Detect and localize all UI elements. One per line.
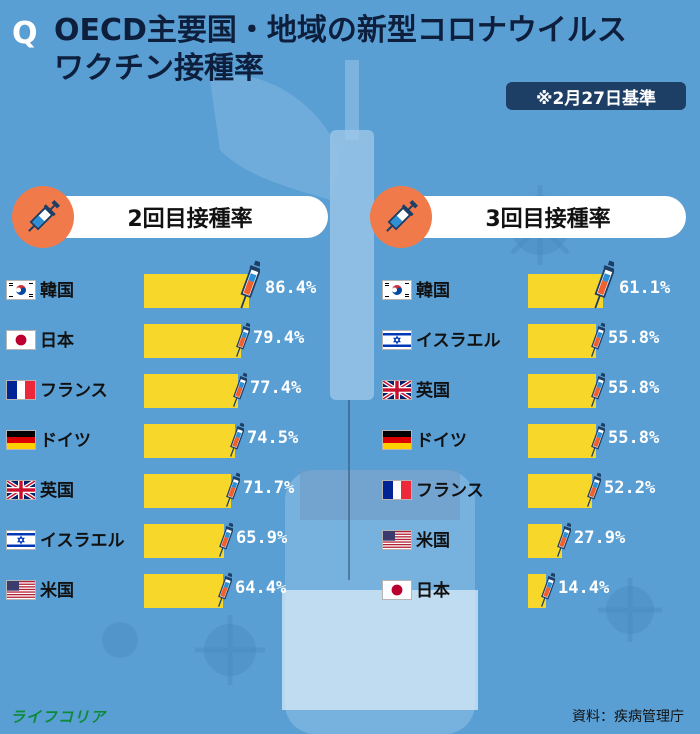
value-label: 71.7% bbox=[243, 478, 295, 498]
flag-jp-icon bbox=[6, 330, 36, 350]
syringe-icon bbox=[386, 200, 418, 232]
category-label: 日本 bbox=[416, 581, 450, 601]
chart-row: 韓国 61.1% bbox=[382, 260, 694, 309]
bar bbox=[528, 424, 596, 458]
value-label: 61.1% bbox=[619, 278, 671, 298]
category-label: ドイツ bbox=[40, 431, 91, 451]
flag-kr-icon bbox=[382, 280, 412, 300]
bar bbox=[528, 474, 592, 508]
value-label: 52.2% bbox=[604, 478, 656, 498]
chart-row: フランス 52.2% bbox=[382, 472, 694, 508]
category-label: ドイツ bbox=[416, 431, 467, 451]
value-label: 55.8% bbox=[608, 328, 660, 348]
chart-row: 日本 14.4% bbox=[382, 572, 694, 608]
flag-jp-icon bbox=[382, 580, 412, 600]
value-label: 86.4% bbox=[265, 278, 317, 298]
syringe-badge bbox=[12, 186, 74, 248]
bar bbox=[528, 274, 603, 308]
bar bbox=[144, 274, 249, 308]
syringe-icon bbox=[218, 522, 235, 563]
brand-logo-text: ライフコリア bbox=[10, 708, 107, 726]
value-label: 77.4% bbox=[250, 378, 302, 398]
flag-us-icon bbox=[382, 530, 412, 550]
syringe-icon bbox=[239, 260, 262, 315]
category-label: 米国 bbox=[40, 581, 74, 601]
flag-fr-icon bbox=[6, 380, 36, 400]
syringe-icon bbox=[590, 422, 607, 463]
flag-de-icon bbox=[382, 430, 412, 450]
syringe-badge bbox=[370, 186, 432, 248]
syringe-icon bbox=[225, 472, 242, 513]
syringe-icon bbox=[590, 372, 607, 413]
value-label: 55.8% bbox=[608, 428, 660, 448]
category-label: 米国 bbox=[416, 531, 450, 551]
value-label: 74.5% bbox=[247, 428, 299, 448]
flag-de-icon bbox=[6, 430, 36, 450]
date-badge: ※2月27日基準 bbox=[506, 82, 686, 110]
category-label: 英国 bbox=[40, 481, 74, 501]
syringe-icon bbox=[556, 522, 573, 563]
syringe-icon bbox=[586, 472, 603, 513]
flag-gb-icon bbox=[6, 480, 36, 500]
bar bbox=[144, 374, 238, 408]
category-label: 韓国 bbox=[40, 281, 74, 301]
flag-il-icon bbox=[6, 530, 36, 550]
page-title: OECD主要国・地域の新型コロナウイルスワクチン接種率 bbox=[54, 13, 627, 86]
category-label: 日本 bbox=[40, 331, 74, 351]
syringe-icon bbox=[28, 200, 60, 232]
chart-row: 英国 55.8% bbox=[382, 372, 694, 408]
syringe-icon bbox=[235, 322, 252, 363]
category-label: 英国 bbox=[416, 381, 450, 401]
value-label: 14.4% bbox=[558, 578, 610, 598]
category-label: イスラエル bbox=[416, 331, 501, 351]
panel-title-second-dose: 2回目接種率 bbox=[30, 196, 328, 238]
chart-row: ドイツ 55.8% bbox=[382, 422, 694, 458]
flag-gb-icon bbox=[382, 380, 412, 400]
bar bbox=[528, 574, 546, 608]
chart-row: 米国 64.4% bbox=[6, 572, 346, 608]
flag-kr-icon bbox=[6, 280, 36, 300]
flag-fr-icon bbox=[382, 480, 412, 500]
bar bbox=[144, 524, 224, 558]
question-mark-label: Q bbox=[12, 16, 38, 51]
panel-title-third-dose: 3回目接種率 bbox=[388, 196, 686, 238]
chart-row: イスラエル 65.9% bbox=[6, 522, 346, 558]
value-label: 79.4% bbox=[253, 328, 305, 348]
category-label: フランス bbox=[416, 481, 484, 501]
value-label: 64.4% bbox=[235, 578, 287, 598]
value-label: 65.9% bbox=[236, 528, 288, 548]
flag-us-icon bbox=[6, 580, 36, 600]
bar bbox=[144, 324, 241, 358]
chart-row: フランス 77.4% bbox=[6, 372, 346, 408]
syringe-icon bbox=[590, 322, 607, 363]
bar bbox=[144, 474, 231, 508]
syringe-icon bbox=[232, 372, 249, 413]
syringe-icon bbox=[229, 422, 246, 463]
category-label: 韓国 bbox=[416, 281, 450, 301]
syringe-icon bbox=[217, 572, 234, 613]
chart-row: ドイツ 74.5% bbox=[6, 422, 346, 458]
bar bbox=[144, 574, 223, 608]
chart-row: イスラエル 55.8% bbox=[382, 322, 694, 358]
bar bbox=[528, 524, 562, 558]
category-label: イスラエル bbox=[40, 531, 125, 551]
chart-row: 米国 27.9% bbox=[382, 522, 694, 558]
chart-row: 英国 71.7% bbox=[6, 472, 346, 508]
chart-row: 韓国 86.4% bbox=[6, 260, 346, 309]
chart-row: 日本 79.4% bbox=[6, 322, 346, 358]
bar bbox=[528, 374, 596, 408]
syringe-icon bbox=[540, 572, 557, 613]
bar bbox=[528, 324, 596, 358]
value-label: 27.9% bbox=[574, 528, 626, 548]
bar bbox=[144, 424, 235, 458]
category-label: フランス bbox=[40, 381, 108, 401]
syringe-icon bbox=[593, 260, 616, 315]
source-note: 資料：疾病管理庁 bbox=[572, 709, 684, 725]
flag-il-icon bbox=[382, 330, 412, 350]
value-label: 55.8% bbox=[608, 378, 660, 398]
